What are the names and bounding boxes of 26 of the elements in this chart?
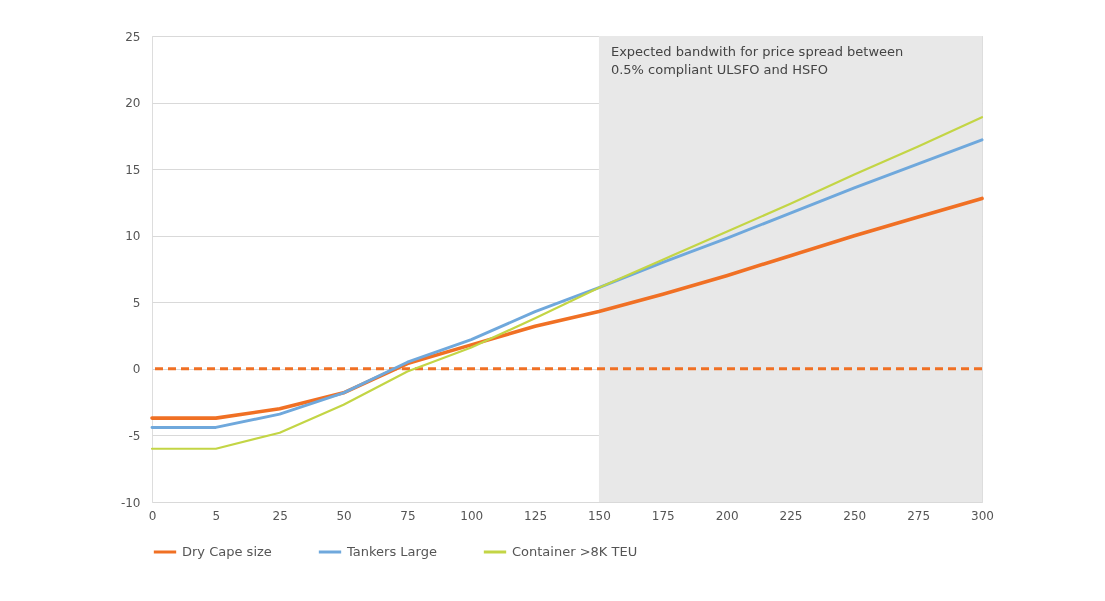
x-tick-label: 50 [336,508,352,523]
x-tick-label: 150 [587,508,611,523]
legend-label: Container >8K TEU [512,544,638,559]
y-tick-label: 5 [132,295,141,310]
x-tick-label: 75 [400,508,416,523]
y-tick-label: 15 [125,162,141,177]
y-tick-label: 10 [125,229,141,244]
x-tick-label: 200 [715,508,739,523]
x-tick-label: 225 [779,508,803,523]
y-tick-label: -5 [128,428,141,443]
band-label: Expected bandwith for price spread between 0.5% compliant ULSFO and HSFO [610,44,904,77]
x-tick-label: 175 [651,508,675,523]
legend-label: Tankers Large [346,544,437,559]
x-tick-label: 300 [971,508,994,523]
y-tick-label: 20 [125,96,141,111]
y-tick-label: 25 [125,29,141,44]
x-tick-label: 25 [272,508,288,523]
x-tick-label: 0 [148,508,157,523]
x-tick-label: 125 [524,508,548,523]
y-tick-label: -10 [120,495,141,510]
legend-label: Dry Cape size [182,544,272,559]
x-tick-label: 100 [460,508,484,523]
x-tick-label: 5 [212,508,221,523]
x-tick-label: 275 [907,508,931,523]
y-tick-label: 0 [132,362,141,377]
x-tick-label: 250 [843,508,867,523]
